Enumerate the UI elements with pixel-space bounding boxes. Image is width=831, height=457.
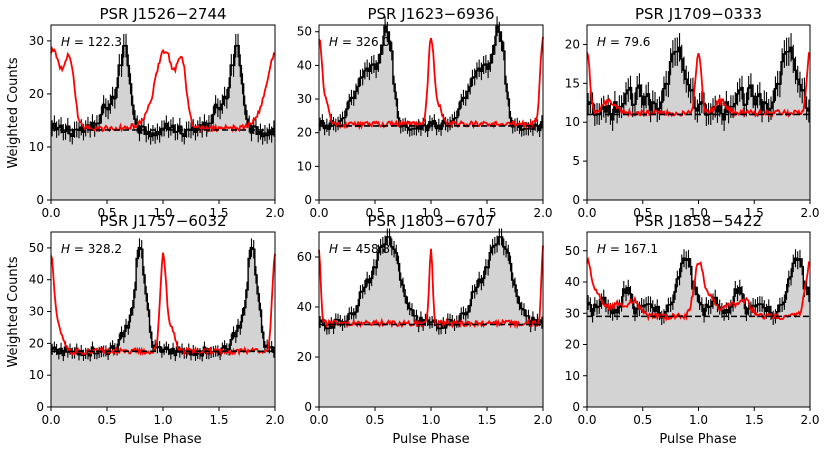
x-tick-label: 0.5 (97, 413, 116, 427)
y-tick-label: 30 (29, 305, 44, 319)
h-test-label: H = 458.8 (329, 242, 390, 256)
x-tick-label: 1.0 (689, 413, 708, 427)
y-tick-label: 20 (29, 87, 44, 101)
y-tick-label: 20 (565, 37, 580, 51)
x-tick-label: 1.5 (209, 413, 228, 427)
x-tick-label: 0.5 (633, 413, 652, 427)
x-tick-label: 0.0 (577, 206, 596, 220)
gamma-fill (587, 47, 810, 201)
gamma-fill (51, 45, 275, 201)
y-tick-label: 50 (297, 25, 312, 39)
y-tick-label: 0 (304, 193, 312, 207)
y-tick-label: 0 (572, 400, 580, 414)
x-tick-label: 1.5 (477, 413, 496, 427)
x-tick-label: 0.0 (41, 206, 60, 220)
h-test-label: H = 167.1 (597, 242, 658, 256)
panel-title: PSR J1526−2744 (99, 5, 226, 23)
x-tick-label: 1.0 (153, 413, 172, 427)
y-tick-label: 40 (297, 58, 312, 72)
gamma-fill (51, 247, 275, 407)
y-axis-label-bottom: Weighted Counts (6, 256, 21, 367)
y-tick-label: 10 (565, 369, 580, 383)
y-tick-label: 20 (29, 336, 44, 350)
y-tick-label: 30 (297, 92, 312, 106)
x-tick-label: 1.5 (477, 206, 496, 220)
x-tick-label: 0.0 (309, 413, 328, 427)
x-axis-label-left: Pulse Phase (124, 432, 201, 447)
radio-profile-line (50, 252, 276, 358)
gamma-error-bars (587, 33, 810, 131)
panel-3: PSR J1709−0333 H = 79.6 0.0 0.5 1.0 1.5 2.0 0 5 1… (565, 5, 820, 220)
x-tick-label: 0.5 (365, 206, 384, 220)
y-tick-label: 50 (29, 241, 44, 255)
y-axis-label-top: Weighted Counts (6, 57, 21, 168)
x-axis-label-middle: Pulse Phase (392, 432, 469, 447)
x-tick-label: 0.5 (633, 206, 652, 220)
x-tick-label: 0.0 (41, 413, 60, 427)
y-tick-label: 0 (36, 193, 44, 207)
radio-profile-line (50, 46, 276, 134)
y-tick-label: 40 (29, 273, 44, 287)
y-tick-label: 10 (29, 368, 44, 382)
x-tick-label: 1.5 (745, 413, 764, 427)
y-tick-label: 10 (565, 115, 580, 129)
h-test-label: H = 328.2 (61, 242, 122, 256)
h-test-label: H = 122.3 (61, 35, 122, 49)
panel-2: PSR J1623−6936 H = 326.0 0.0 0.5 1.0 1.5 2.0 0 1… (297, 5, 553, 220)
x-axis-label-right: Pulse Phase (659, 432, 736, 447)
y-tick-label: 30 (29, 34, 44, 48)
y-tick-label: 60 (297, 250, 312, 264)
radio-profile-line (586, 52, 811, 118)
x-tick-label: 0.0 (309, 206, 328, 220)
panel-4: PSR J1757−6032 H = 328.2 0.0 0.5 1.0 1.5 2.0 0 1… (29, 212, 285, 427)
x-tick-label: 1.5 (745, 206, 764, 220)
panel-title: PSR J1757−6032 (99, 212, 226, 230)
x-tick-label: 1.0 (153, 206, 172, 220)
y-tick-label: 0 (304, 400, 312, 414)
y-tick-label: 0 (36, 400, 44, 414)
h-test-label: H = 79.6 (597, 35, 650, 49)
gamma-profile-line (587, 46, 810, 121)
x-tick-label: 2.0 (265, 413, 284, 427)
x-tick-label: 0.5 (365, 413, 384, 427)
h-test-label: H = 326.0 (329, 35, 390, 49)
panel-1: PSR J1526−2744 H = 122.3 0.0 0.5 1.0 1.5 2.0 0 1… (29, 5, 285, 220)
x-tick-label: 1.5 (209, 206, 228, 220)
x-tick-label: 0.0 (577, 413, 596, 427)
x-tick-label: 1.0 (689, 206, 708, 220)
gamma-error-bars (587, 249, 810, 326)
y-tick-label: 50 (565, 244, 580, 258)
y-tick-label: 30 (565, 306, 580, 320)
panel-5: PSR J1803−6707 H = 458.8 0.0 0.5 1.0 1.5 2.0 0 2… (297, 212, 553, 427)
gamma-profile-line (319, 236, 543, 330)
gamma-profile-line (319, 25, 543, 132)
panel-title: PSR J1709−0333 (635, 5, 762, 23)
y-tick-label: 0 (572, 193, 580, 207)
x-tick-label: 1.0 (421, 413, 440, 427)
panel-title: PSR J1623−6936 (367, 5, 494, 23)
panel-6: PSR J1858−5422 H = 167.1 0.0 0.5 1.0 1.5 2.0 0 1… (565, 212, 820, 427)
y-tick-label: 10 (29, 140, 44, 154)
y-tick-label: 40 (565, 275, 580, 289)
panel-title: PSR J1858−5422 (635, 212, 762, 230)
x-tick-label: 2.0 (533, 206, 552, 220)
x-tick-label: 2.0 (265, 206, 284, 220)
y-tick-label: 10 (297, 159, 312, 173)
x-tick-label: 2.0 (533, 413, 552, 427)
y-tick-label: 40 (297, 300, 312, 314)
y-tick-label: 15 (565, 76, 580, 90)
x-tick-label: 1.0 (421, 206, 440, 220)
gamma-fill (587, 258, 810, 407)
panel-title: PSR J1803−6707 (367, 212, 494, 230)
y-tick-label: 20 (565, 338, 580, 352)
y-tick-label: 5 (572, 154, 580, 168)
x-tick-label: 0.5 (97, 206, 116, 220)
radio-profile-line (586, 256, 811, 322)
y-tick-label: 20 (297, 126, 312, 140)
x-tick-label: 2.0 (800, 206, 819, 220)
x-tick-label: 2.0 (800, 413, 819, 427)
y-tick-label: 20 (297, 350, 312, 364)
